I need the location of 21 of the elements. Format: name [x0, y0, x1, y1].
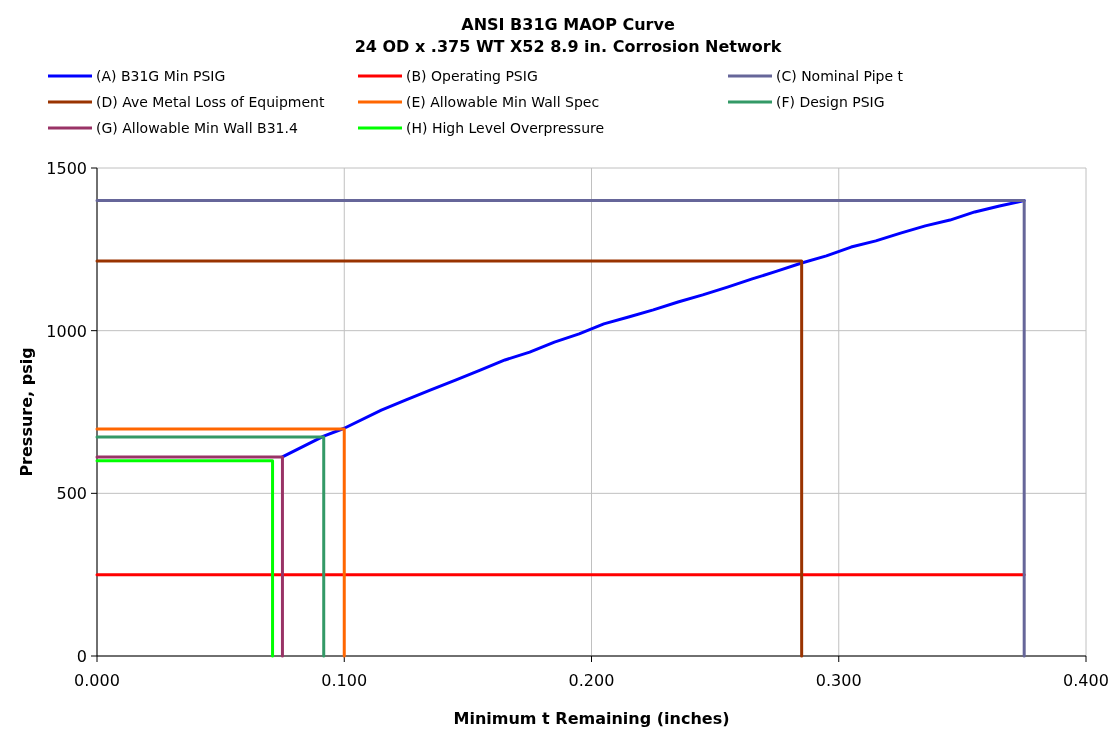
legend-label: (A) B31G Min PSIG: [96, 68, 226, 84]
chart-title: ANSI B31G MAOP Curve: [461, 15, 675, 34]
y-axis-title: Pressure, psig: [17, 347, 36, 477]
legend-label: (C) Nominal Pipe t: [776, 68, 904, 84]
legend-label: (F) Design PSIG: [776, 94, 885, 110]
y-tick-label: 1000: [46, 321, 87, 341]
legend-label: (D) Ave Metal Loss of Equipment: [96, 94, 325, 110]
x-axis-title: Minimum t Remaining (inches): [453, 709, 730, 728]
chart-subtitle: 24 OD x .375 WT X52 8.9 in. Corrosion Network: [354, 37, 782, 56]
x-tick-label: 0.400: [1063, 671, 1109, 690]
legend-label: (H) High Level Overpressure: [406, 120, 605, 136]
legend-label: (E) Allowable Min Wall Spec: [406, 94, 600, 110]
x-tick-label: 0.300: [815, 671, 862, 690]
x-tick-label: 0.100: [321, 671, 368, 690]
y-tick-label: 1500: [46, 159, 87, 178]
x-tick-label: 0.200: [568, 671, 615, 690]
legend-label: (B) Operating PSIG: [406, 68, 538, 84]
legend-label: (G) Allowable Min Wall B31.4: [96, 120, 298, 136]
y-tick-label: 500: [56, 484, 87, 504]
x-tick-label: 0.000: [74, 671, 120, 690]
y-tick-label: 0: [76, 647, 87, 666]
